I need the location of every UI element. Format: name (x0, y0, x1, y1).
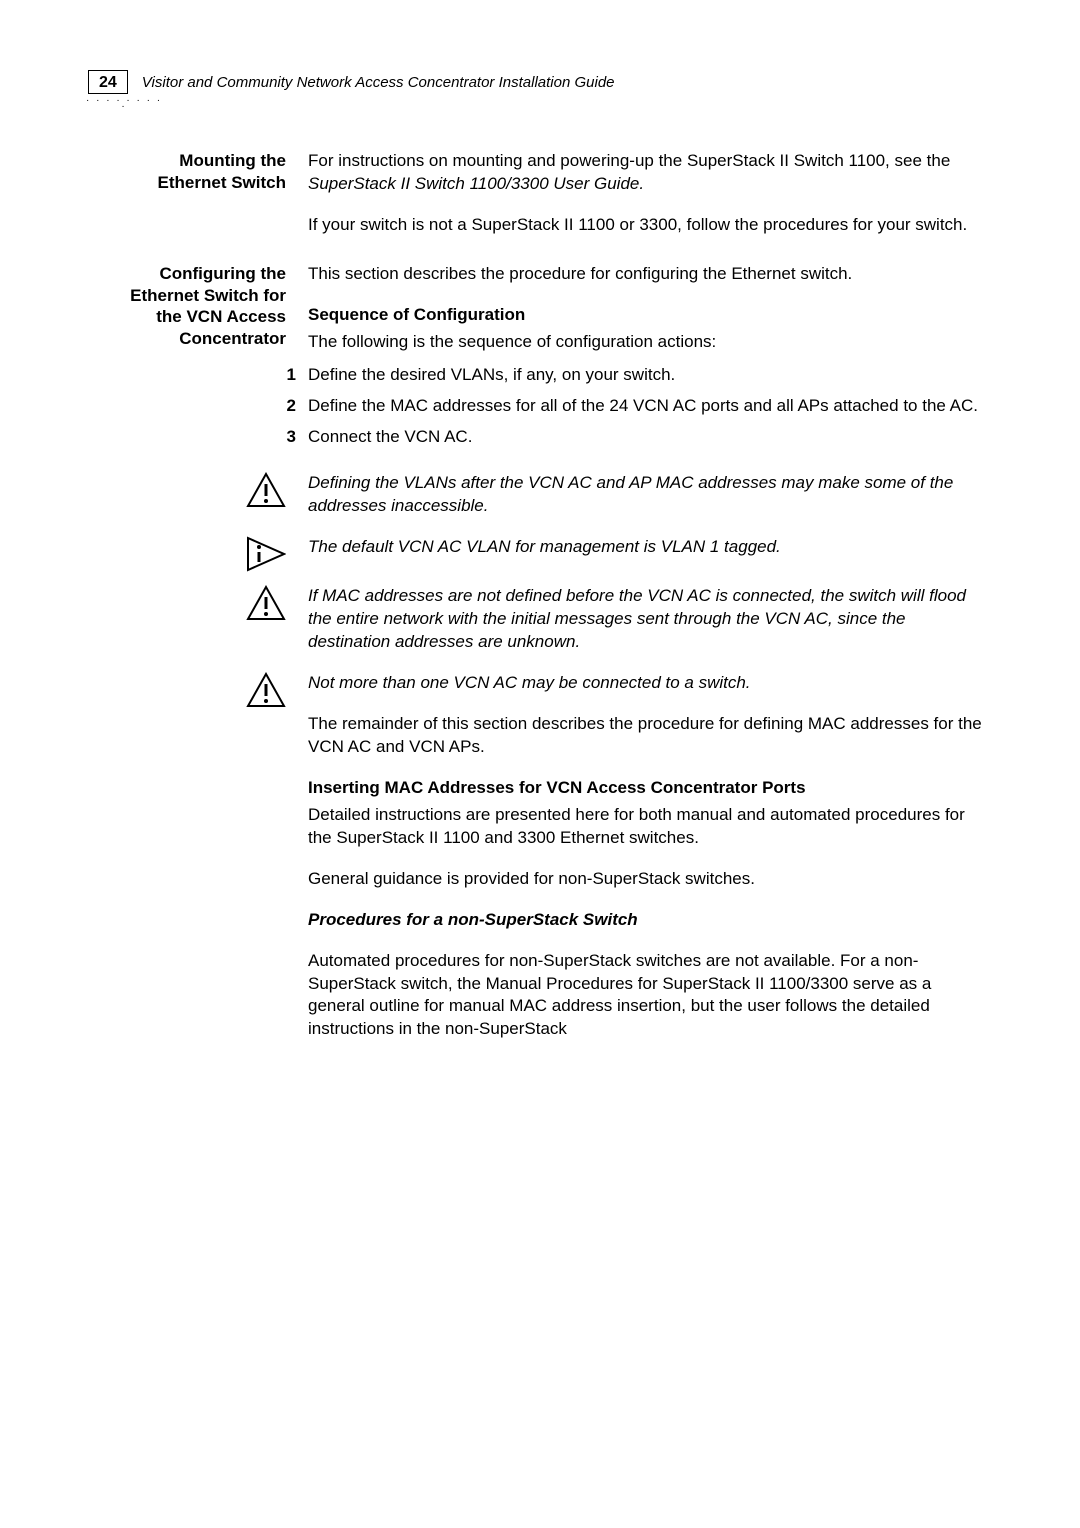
label-line: Ethernet Switch for (130, 286, 286, 305)
section-label: Configuring the Ethernet Switch for the … (88, 263, 308, 364)
note-text: Defining the VLANs after the VCN AC and … (308, 472, 992, 518)
list-number: 2 (88, 395, 308, 418)
caution-icon (246, 472, 286, 508)
paragraph: This section describes the procedure for… (308, 263, 992, 286)
icon-container (88, 472, 308, 536)
subheading-italic: Procedures for a non-SuperStack Switch (308, 909, 992, 932)
section-body: This section describes the procedure for… (308, 263, 992, 364)
dots-graphic: · · · · · · · · · (86, 98, 162, 110)
paragraph: The following is the sequence of configu… (308, 331, 992, 354)
icon-container (88, 585, 308, 672)
list-item: 3 Connect the VCN AC. (88, 426, 992, 449)
label-line: the VCN Access (156, 307, 286, 326)
list-text: Define the MAC addresses for all of the … (308, 395, 992, 418)
content-area: Mounting the Ethernet Switch For instruc… (88, 150, 992, 1059)
page-number-box: 24 (88, 70, 128, 94)
subheading: Sequence of Configuration (308, 304, 992, 327)
section-body: For instructions on mounting and powerin… (308, 150, 992, 255)
note-text: Not more than one VCN AC may be connecte… (308, 672, 992, 695)
paragraph: Automated procedures for non-SuperStack … (308, 950, 992, 1042)
label-line: Ethernet Switch (158, 173, 286, 192)
paragraph: The remainder of this section describes … (308, 713, 992, 759)
info-note: The default VCN AC VLAN for management i… (88, 536, 992, 577)
caution-icon (246, 672, 286, 708)
paragraph: Detailed instructions are presented here… (308, 804, 992, 850)
page-number: 24 (99, 74, 117, 91)
section-configuring: Configuring the Ethernet Switch for the … (88, 263, 992, 364)
caution-note: Not more than one VCN AC may be connecte… (88, 672, 992, 713)
list-number: 3 (88, 426, 308, 449)
page-header: 24 Visitor and Community Network Access … (88, 70, 992, 94)
caution-note: Defining the VLANs after the VCN AC and … (88, 472, 992, 536)
list-item: 2 Define the MAC addresses for all of th… (88, 395, 992, 418)
list-item: 1 Define the desired VLANs, if any, on y… (88, 364, 992, 387)
label-line: Configuring the (159, 264, 286, 283)
label-line: Mounting the (179, 151, 286, 170)
subheading: Inserting MAC Addresses for VCN Access C… (308, 777, 992, 800)
paragraph: General guidance is provided for non-Sup… (308, 868, 992, 891)
icon-container (88, 536, 308, 577)
paragraph: If your switch is not a SuperStack II 11… (308, 214, 992, 237)
paragraph: For instructions on mounting and powerin… (308, 150, 992, 196)
header-title: Visitor and Community Network Access Con… (142, 70, 615, 91)
caution-icon (246, 585, 286, 621)
caution-note: If MAC addresses are not defined before … (88, 585, 992, 672)
list-number: 1 (88, 364, 308, 387)
label-line: Concentrator (179, 329, 286, 348)
body-text: The remainder of this section describes … (308, 713, 992, 1059)
list-text: Define the desired VLANs, if any, on you… (308, 364, 992, 387)
text: For instructions on mounting and powerin… (308, 151, 950, 170)
icon-container (88, 672, 308, 713)
empty-label (88, 713, 308, 1059)
section-label: Mounting the Ethernet Switch (88, 150, 308, 255)
section-mounting: Mounting the Ethernet Switch For instruc… (88, 150, 992, 255)
note-text: The default VCN AC VLAN for management i… (308, 536, 992, 559)
body-row: The remainder of this section describes … (88, 713, 992, 1059)
info-icon (246, 536, 286, 572)
note-text: If MAC addresses are not defined before … (308, 585, 992, 654)
list-text: Connect the VCN AC. (308, 426, 992, 449)
text-italic: SuperStack II Switch 1100/3300 User Guid… (308, 174, 644, 193)
